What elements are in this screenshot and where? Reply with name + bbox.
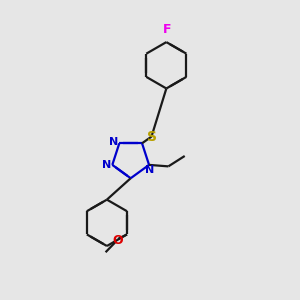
Text: S: S [147,130,157,144]
Text: O: O [112,234,123,247]
Text: F: F [163,22,171,36]
Text: N: N [109,137,119,147]
Text: N: N [145,165,154,175]
Text: N: N [102,160,111,170]
